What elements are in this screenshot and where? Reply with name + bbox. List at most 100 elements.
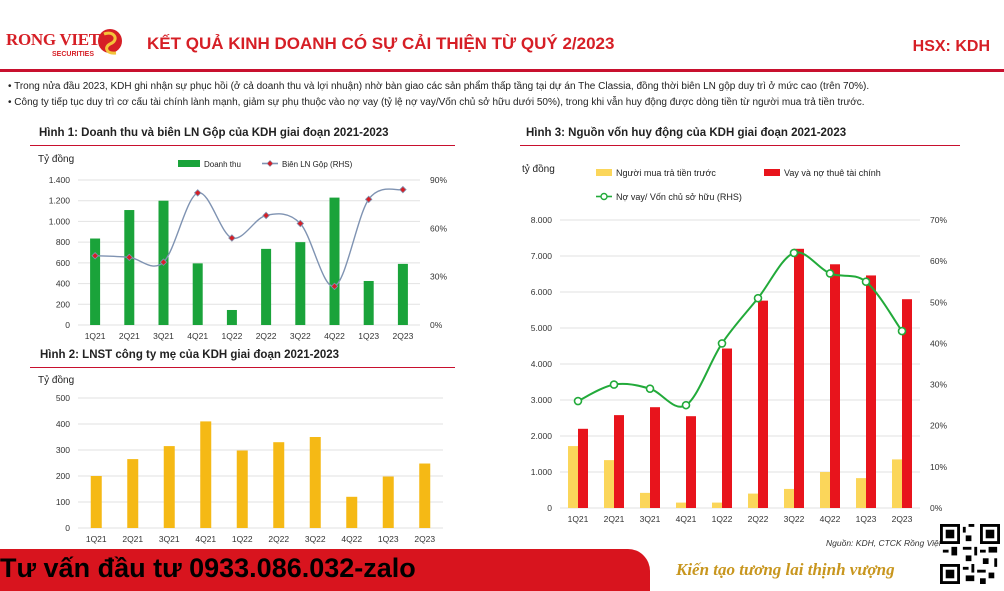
bar-1	[748, 493, 758, 508]
legend-swatch	[178, 160, 200, 167]
bullet-1: • Trong nửa đầu 2023, KDH ghi nhận sự ph…	[8, 81, 870, 92]
line-point	[681, 400, 691, 410]
footer-banner	[0, 549, 650, 591]
x-tick-label: 3Q22	[305, 534, 326, 544]
bar-1	[640, 492, 650, 508]
y-tick-label: 800	[56, 237, 70, 247]
line-point	[364, 195, 373, 204]
line-point	[399, 185, 407, 194]
y-axis-label: tỷ đồng	[522, 163, 555, 175]
y-tick-label: 400	[56, 279, 70, 289]
bar-1	[784, 488, 794, 508]
x-tick-label: 1Q23	[856, 514, 877, 524]
legend-label: Biên LN Gộp (RHS)	[282, 160, 353, 169]
bar-1	[568, 446, 578, 508]
line-point	[125, 253, 134, 262]
y-tick-label: 1.000	[49, 216, 71, 226]
logo-text: RONG VIET	[6, 30, 100, 49]
line-point	[897, 326, 907, 336]
x-tick-label: 2Q21	[604, 514, 625, 524]
company-logo: RONG VIET SECURITIES	[6, 22, 126, 66]
x-tick-label: 3Q21	[159, 534, 180, 544]
line-point	[609, 380, 619, 389]
y2-tick-label: 60%	[930, 256, 947, 266]
x-tick-label: 1Q21	[85, 331, 106, 341]
header-divider	[0, 69, 1004, 72]
contact-text: Tư vấn đầu tư 0933.086.032-zalo	[0, 553, 416, 583]
y2-tick-label: 0%	[930, 503, 943, 513]
y-tick-label: 3.000	[531, 395, 553, 405]
bar-1	[309, 437, 321, 528]
bar-1	[329, 197, 340, 325]
y-tick-label: 0	[65, 320, 70, 330]
line-point	[717, 339, 727, 348]
bar-1	[820, 472, 830, 508]
y2-tick-label: 90%	[430, 175, 447, 185]
bar-1	[192, 263, 203, 325]
bullet-2: • Công ty tiếp tục duy trì cơ cấu tài ch…	[8, 97, 865, 108]
ticker-label: HSX: KDH	[912, 38, 990, 55]
source-note: Nguồn: KDH, CTCK Rồng Việt	[826, 538, 942, 548]
fig3-title: Hình 3: Nguồn vốn huy động của KDH giai …	[526, 127, 847, 139]
bar-2	[794, 248, 804, 509]
y2-tick-label: 10%	[930, 462, 947, 472]
bar-1	[363, 280, 374, 325]
x-tick-label: 2Q21	[119, 331, 140, 341]
summary-bullets: • Trong nửa đầu 2023, KDH ghi nhận sự ph…	[8, 81, 869, 113]
bar-2	[650, 407, 660, 508]
series-line	[577, 251, 903, 408]
bar-2	[830, 264, 840, 508]
line-point	[193, 189, 202, 197]
bar-1	[676, 502, 686, 508]
x-tick-label: 1Q23	[378, 534, 399, 544]
y-tick-label: 2.000	[531, 431, 553, 441]
legend-marker	[600, 192, 608, 201]
bar-2	[902, 299, 912, 508]
x-tick-label: 2Q22	[256, 331, 277, 341]
y-tick-label: 6.000	[531, 287, 553, 297]
bar-1	[419, 463, 431, 528]
bar-1	[346, 496, 358, 528]
fig2-title: Hình 2: LNST công ty mẹ của KDH giai đoạ…	[40, 349, 340, 361]
x-tick-label: 4Q22	[341, 534, 362, 544]
bar-1	[124, 210, 135, 325]
line-point	[573, 396, 583, 406]
legend-label: Nợ vay/ Vốn chủ sở hữu (RHS)	[616, 192, 742, 202]
qr-code-icon[interactable]	[940, 524, 1000, 584]
bar-1	[273, 442, 285, 528]
y2-tick-label: 40%	[930, 338, 947, 348]
bar-1	[226, 309, 237, 325]
x-tick-label: 3Q21	[153, 331, 174, 341]
x-tick-label: 1Q23	[358, 331, 379, 341]
bar-1	[261, 248, 272, 325]
line-point	[262, 211, 270, 220]
bar-2	[614, 415, 624, 508]
legend-swatch	[764, 169, 780, 176]
x-tick-label: 3Q21	[640, 514, 661, 524]
bar-2	[758, 300, 768, 508]
legend-label: Vay và nợ thuê tài chính	[784, 168, 881, 178]
y-axis-label: Tỷ đồng	[38, 374, 74, 386]
dragon-icon	[98, 29, 122, 55]
x-tick-label: 4Q21	[195, 534, 216, 544]
x-tick-label: 2Q22	[748, 514, 769, 524]
page-title: KẾT QUẢ KINH DOANH CÓ SỰ CẢI THIỆN TỪ QU…	[147, 34, 615, 53]
fig2-chart: 0 100 200 300 400 500 Tỷ đồng 1Q21 2Q21 3Q21 4Q21 1…	[38, 374, 443, 544]
y-axis-label: Tỷ đồng	[38, 153, 74, 165]
bar-2	[578, 428, 588, 508]
x-tick-label: 2Q23	[393, 331, 414, 341]
y2-tick-label: 30%	[930, 380, 947, 390]
line-point	[296, 219, 305, 228]
line-point	[91, 251, 99, 260]
line-point	[159, 258, 168, 266]
x-tick-label: 4Q22	[324, 331, 345, 341]
bar-2	[866, 275, 876, 508]
fig3-chart: 0 1.000 2.000 3.000 4.000 5.000 6.000 7.000 8.00…	[522, 163, 947, 524]
bar-1	[90, 476, 102, 528]
fig1-title: Hình 1: Doanh thu và biên LN Gộp của KDH…	[39, 127, 389, 139]
y2-tick-label: 50%	[930, 297, 947, 307]
slogan-text: Kiến tạo tương lai thịnh vượng	[676, 560, 895, 579]
x-tick-label: 2Q23	[414, 534, 435, 544]
y-tick-label: 1.000	[531, 467, 553, 477]
bar-1	[856, 478, 866, 508]
